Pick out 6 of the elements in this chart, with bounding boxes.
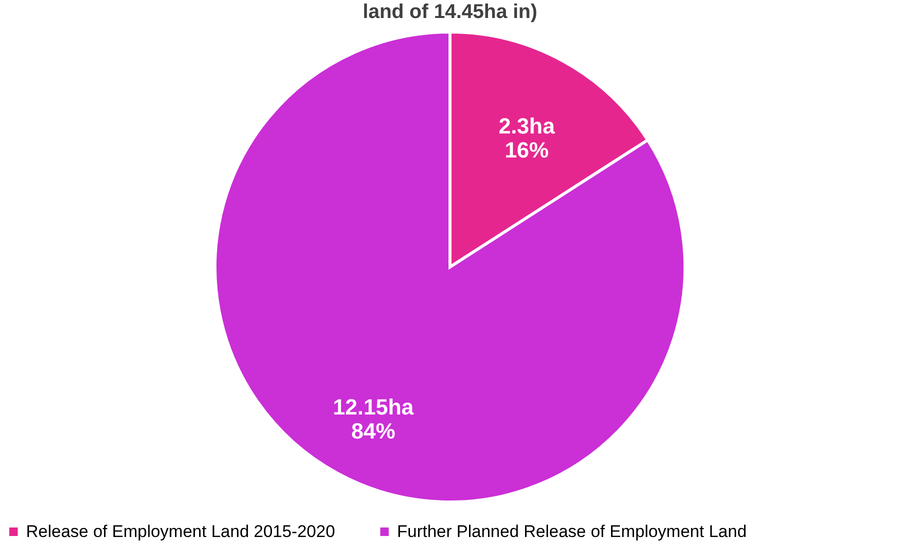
legend-label: Further Planned Release of Employment Land bbox=[397, 522, 747, 541]
pie-slice bbox=[214, 30, 686, 504]
legend-label: Release of Employment Land 2015-2020 bbox=[26, 522, 336, 541]
chart-title: land of 14.45ha in) bbox=[362, 1, 538, 23]
data-label: 12.15ha 84% bbox=[332, 394, 414, 444]
data-label: 2.3ha 16% bbox=[498, 114, 556, 163]
